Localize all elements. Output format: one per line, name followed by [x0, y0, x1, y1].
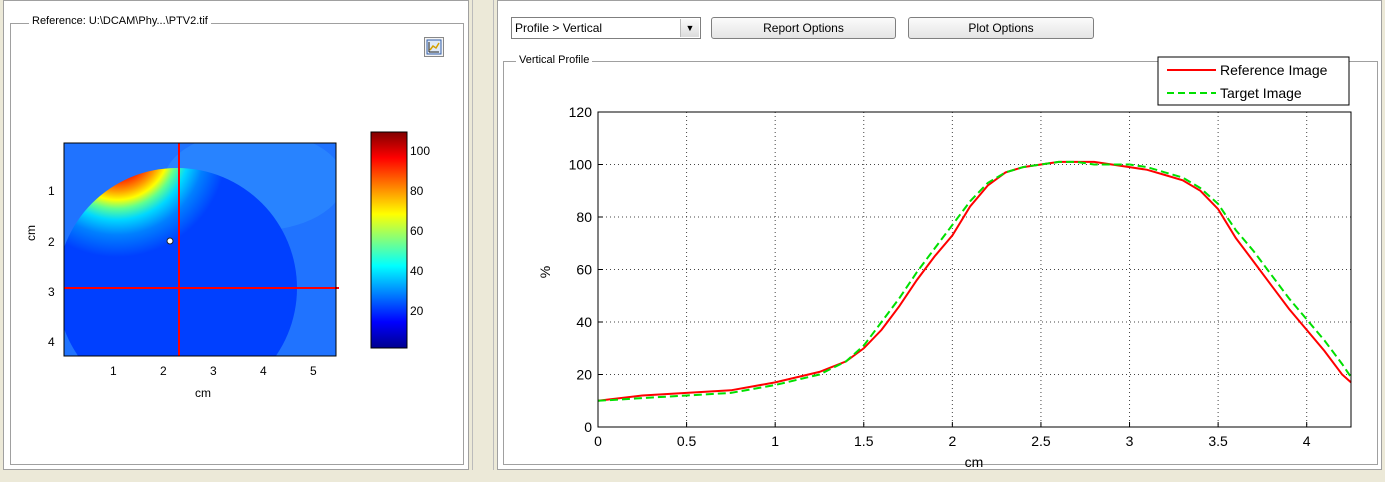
image-ytick-1: 1	[48, 184, 55, 198]
vertical-profile-title: Vertical Profile	[516, 54, 593, 66]
vertical-profile-chart: 0 0.5 1 1.5 2 2.5 3 3.5 4 0 20 40 60 80 100 120 % cm R…	[537, 56, 1352, 469]
image-xtick-2: 2	[160, 364, 167, 378]
legend-entry-target: Target Image	[1220, 85, 1302, 101]
y-tick-label: 60	[576, 262, 592, 278]
reference-group-title: Reference: U:\DCAM\Phy...\PTV2.tif	[29, 15, 211, 27]
y-tick-label: 80	[576, 209, 592, 225]
x-tick-label: 2.5	[1031, 433, 1051, 449]
image-xtick-5: 5	[310, 364, 317, 378]
x-tick-label: 3.5	[1208, 433, 1228, 449]
y-tick-label: 20	[576, 367, 592, 383]
dose-hotspot	[64, 168, 297, 356]
image-ylabel: cm	[24, 225, 38, 241]
colorbar-tick-60: 60	[410, 224, 424, 238]
image-xlabel: cm	[195, 386, 211, 400]
y-tick-label: 100	[569, 157, 593, 173]
x-tick-label: 2	[948, 433, 956, 449]
image-axes-frame	[63, 142, 337, 357]
profile-select[interactable]: Profile > Vertical ▼	[511, 17, 701, 39]
right-panel: Profile > Vertical ▼ Report Options Plot…	[497, 0, 1382, 470]
colorbar-tick-100: 100	[410, 144, 431, 158]
colorbar	[370, 131, 408, 349]
image-ytick-2: 2	[48, 235, 55, 249]
report-options-button[interactable]: Report Options	[711, 17, 896, 39]
image-ytick-4: 4	[48, 335, 55, 349]
image-xtick-1: 1	[110, 364, 117, 378]
y-axis-label: %	[537, 266, 553, 278]
reference-groupbox	[10, 23, 464, 465]
ruler-plot-icon[interactable]	[424, 37, 444, 57]
x-tick-label: 3	[1126, 433, 1134, 449]
x-tick-label: 1.5	[854, 433, 874, 449]
colorbar-tick-20: 20	[410, 304, 424, 318]
x-tick-label: 4	[1303, 433, 1311, 449]
y-tick-label: 0	[584, 419, 592, 435]
image-ytick-3: 3	[48, 285, 55, 299]
y-tick-label: 120	[569, 104, 593, 120]
panel-splitter[interactable]	[472, 0, 494, 470]
x-axis-label: cm	[965, 454, 984, 469]
vertical-profile-groupbox	[503, 61, 1378, 465]
reference-point-marker[interactable]	[166, 237, 174, 245]
y-tick-label: 40	[576, 314, 592, 330]
plot-options-button[interactable]: Plot Options	[908, 17, 1094, 39]
profile-select-value: Profile > Vertical	[515, 21, 603, 35]
chevron-down-icon[interactable]: ▼	[680, 19, 699, 37]
legend-entry-reference: Reference Image	[1220, 62, 1328, 78]
colorbar-tick-80: 80	[410, 184, 424, 198]
colorbar-tick-40: 40	[410, 264, 424, 278]
image-xtick-4: 4	[260, 364, 267, 378]
chart-legend: Reference Image Target Image	[1157, 56, 1350, 106]
x-tick-label: 0	[594, 433, 602, 449]
dose-image-plot	[63, 131, 408, 357]
x-tick-label: 1	[771, 433, 779, 449]
image-xtick-3: 3	[210, 364, 217, 378]
left-panel: Reference: U:\DCAM\Phy...\PTV2.tif	[3, 0, 469, 470]
target-image-line	[597, 160, 1352, 402]
x-tick-label: 0.5	[677, 433, 697, 449]
